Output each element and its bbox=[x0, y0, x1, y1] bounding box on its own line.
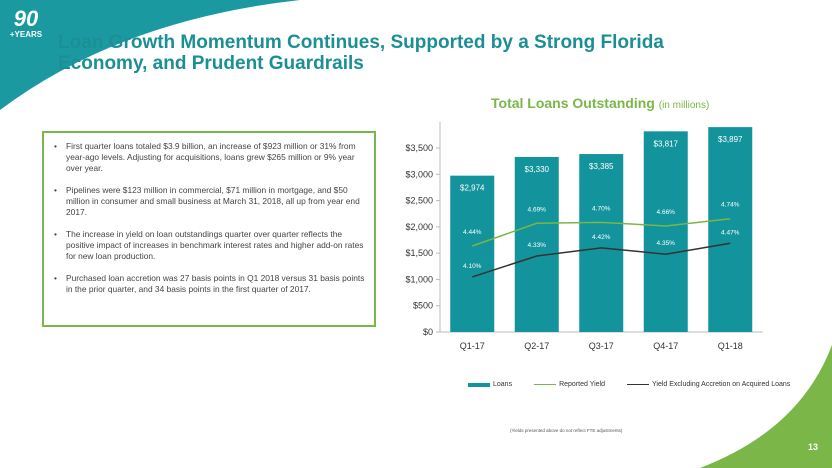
line-point-label: 4.74% bbox=[721, 202, 740, 209]
page-title: Loan Growth Momentum Continues, Supporte… bbox=[58, 32, 664, 74]
x-tick-label: Q1-18 bbox=[718, 341, 743, 351]
bullet-item: The increase in yield on loan outstandin… bbox=[54, 229, 366, 262]
bar-label: $2,974 bbox=[460, 184, 485, 193]
bar-loans bbox=[514, 156, 559, 332]
bar-loans bbox=[708, 127, 753, 332]
x-tick-label: Q2-17 bbox=[524, 341, 549, 351]
x-tick-label: Q1-17 bbox=[460, 341, 485, 351]
logo-text: +YEARS bbox=[9, 30, 43, 39]
x-tick-label: Q4-17 bbox=[653, 341, 678, 351]
y-tick-label: $2,500 bbox=[405, 196, 433, 206]
legend-label: Loans bbox=[493, 381, 513, 388]
bar-loans bbox=[643, 131, 688, 332]
bar-loans bbox=[450, 175, 495, 332]
x-tick-label: Q3-17 bbox=[589, 341, 614, 351]
bullet-box: First quarter loans totaled $3.9 billion… bbox=[42, 131, 376, 327]
bar-label: $3,330 bbox=[525, 165, 550, 174]
line-point-label: 4.44% bbox=[463, 229, 482, 236]
bar-label: $3,817 bbox=[654, 139, 679, 148]
line-point-label: 4.42% bbox=[592, 234, 611, 241]
bar-loans bbox=[579, 154, 624, 332]
page-number: 13 bbox=[808, 442, 819, 452]
chart-title: Total Loans Outstanding (in millions) bbox=[491, 95, 709, 111]
y-tick-label: $3,500 bbox=[405, 143, 433, 153]
y-tick-label: $1,000 bbox=[405, 274, 433, 284]
line-point-label: 4.33% bbox=[528, 242, 547, 249]
y-tick-label: $2,000 bbox=[405, 222, 433, 232]
legend-yield-ex-accretion: Yield Excluding Accretion on Acquired Lo… bbox=[627, 381, 790, 388]
line-point-label: 4.35% bbox=[657, 240, 676, 247]
line-yield-ex-accretion bbox=[472, 242, 731, 278]
line-point-label: 4.70% bbox=[592, 205, 611, 212]
y-tick-label: $3,000 bbox=[405, 169, 433, 179]
y-tick-label: $1,500 bbox=[405, 248, 433, 258]
y-tick-label: $0 bbox=[423, 327, 433, 337]
line-point-label: 4.66% bbox=[657, 209, 676, 216]
bullet-item: First quarter loans totaled $3.9 billion… bbox=[54, 141, 366, 174]
chart-title-text: Total Loans Outstanding bbox=[491, 95, 655, 111]
bar-label: $3,385 bbox=[589, 162, 614, 171]
line-reported-yield bbox=[472, 217, 731, 247]
chart-subtitle: (in millions) bbox=[658, 100, 710, 111]
legend-reported-yield: Reported Yield bbox=[534, 381, 605, 388]
logo-number: 90 bbox=[13, 6, 39, 31]
bullet-item: Purchased loan accretion was 27 basis po… bbox=[54, 273, 366, 295]
legend-label: Yield Excluding Accretion on Acquired Lo… bbox=[652, 381, 791, 388]
y-tick-label: $500 bbox=[413, 301, 433, 311]
legend-label: Reported Yield bbox=[559, 381, 605, 388]
line-point-label: 4.47% bbox=[721, 229, 740, 236]
chart-legend: Loans Reported Yield Yield Excluding Acc… bbox=[468, 381, 790, 388]
bullet-item: Pipelines were $123 million in commercia… bbox=[54, 185, 366, 218]
logo-90-years: 90 +YEARS bbox=[8, 6, 44, 40]
line-point-label: 4.69% bbox=[528, 206, 547, 213]
line-point-label: 4.10% bbox=[463, 263, 482, 270]
bar-label: $3,897 bbox=[718, 135, 743, 144]
footnote: (Yields presented above do not reflect F… bbox=[510, 428, 623, 433]
legend-loans: Loans bbox=[468, 381, 512, 388]
